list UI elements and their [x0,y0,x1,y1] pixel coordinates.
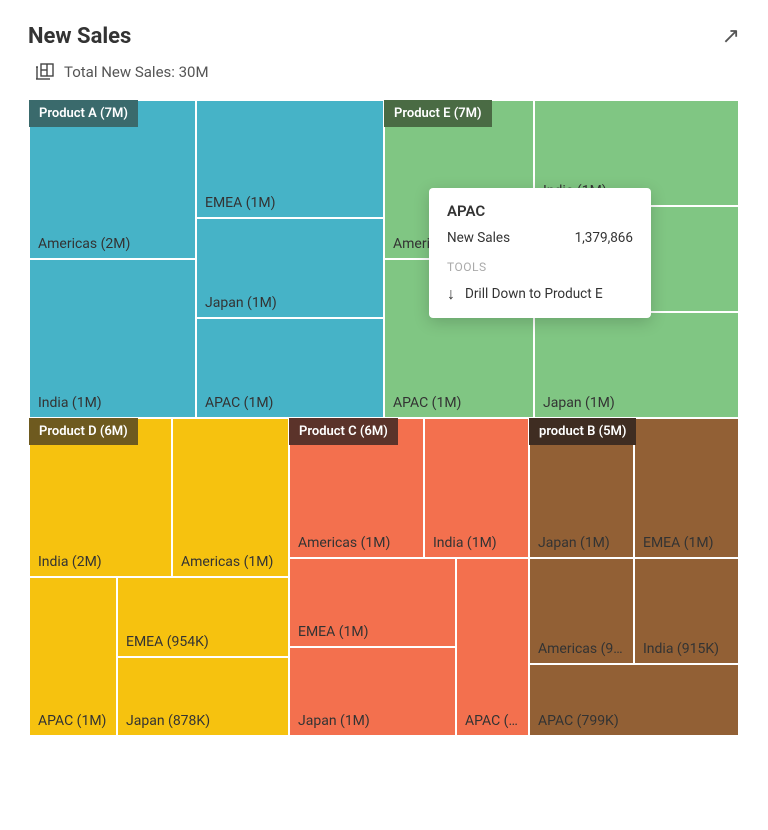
tooltip-tools-label: TOOLS [447,260,633,274]
treemap-cell[interactable]: Americas (9… [529,558,634,664]
product-badge-B[interactable]: product B (5M) [529,418,636,445]
treemap-cell[interactable]: Japan (1M) [289,647,456,736]
treemap-cell[interactable]: Americas (1M) [172,418,289,577]
tooltip-metric-value: 1,379,866 [575,230,633,246]
tooltip-metric-label: New Sales [447,230,510,246]
product-group-A: Americas (2M)India (1M)EMEA (1M)Japan (1… [29,100,384,418]
treemap-cell[interactable]: EMEA (1M) [196,100,384,218]
treemap-cell[interactable]: EMEA (954K) [117,577,289,657]
product-badge-A[interactable]: Product A (7M) [29,100,138,127]
treemap-cell[interactable]: Japan (878K) [117,657,289,736]
treemap-chart: Americas (2M)India (1M)EMEA (1M)Japan (1… [28,99,738,735]
page-title: New Sales [28,24,131,49]
treemap-cell[interactable]: EMEA (1M) [634,418,739,558]
product-group-B: Japan (1M)EMEA (1M)Americas (9…India (91… [529,418,739,736]
treemap-cell[interactable]: APAC (1M) [29,577,117,736]
treemap-cell[interactable]: India (1M) [29,259,196,418]
treemap-cell[interactable]: India (915K) [634,558,739,664]
product-group-D: India (2M)Americas (1M)APAC (1M)EMEA (95… [29,418,289,736]
treemap-cell[interactable]: APAC (799K) [529,664,739,736]
treemap-cell[interactable]: EMEA (1M) [289,558,456,647]
treemap-cell[interactable]: India (1M) [424,418,529,558]
tooltip: APAC New Sales 1,379,866 TOOLS ↓ Drill Down t… [429,188,651,318]
product-badge-D[interactable]: Product D (6M) [29,418,138,445]
expand-icon[interactable]: ↗ [722,24,740,49]
treemap-cell[interactable]: Japan (1M) [534,312,739,418]
subtitle-total: Total New Sales: 30M [64,63,209,81]
tooltip-title: APAC [447,202,633,220]
treemap-cell[interactable]: APAC (1M) [196,318,384,418]
treemap-cell[interactable]: Japan (1M) [196,218,384,318]
treemap-cell[interactable]: APAC (… [456,558,529,736]
treemap-mode-icon[interactable] [36,63,54,81]
product-badge-E[interactable]: Product E (7M) [384,100,492,127]
tooltip-drill-down[interactable]: ↓ Drill Down to Product E [447,284,633,304]
product-badge-C[interactable]: Product C (6M) [289,418,398,445]
arrow-down-icon: ↓ [447,284,455,304]
tooltip-drill-label: Drill Down to Product E [465,286,603,302]
product-group-C: Americas (1M)India (1M)EMEA (1M)Japan (1… [289,418,529,736]
